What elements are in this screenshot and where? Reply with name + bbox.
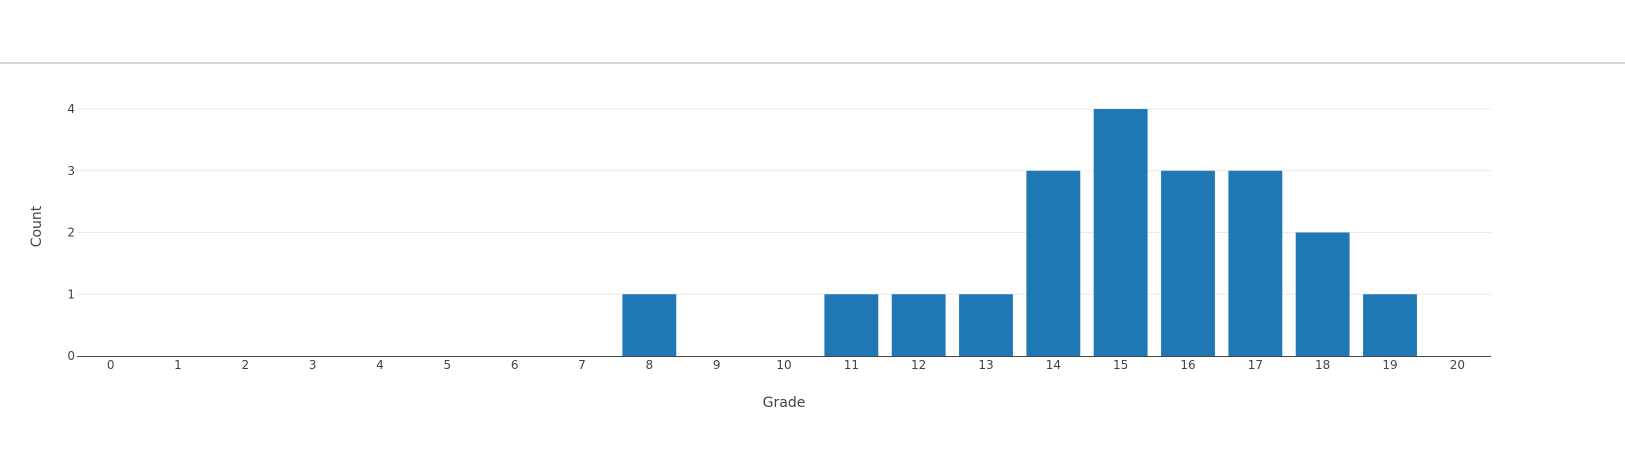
toolbar-area (0, 0, 1625, 62)
x-tick-label: 1 (174, 358, 182, 372)
y-axis-title: Count (29, 205, 45, 247)
bar-grade-17[interactable] (1228, 170, 1283, 356)
y-tick-label: 3 (67, 164, 75, 178)
x-tick-label: 7 (578, 358, 586, 372)
x-tick-label: 5 (444, 358, 452, 372)
x-tick-label: 11 (844, 358, 859, 372)
x-tick-label: 20 (1450, 358, 1465, 372)
x-axis-title: Grade (763, 395, 806, 411)
bar-grade-18[interactable] (1295, 232, 1350, 357)
x-tick-label: 16 (1180, 358, 1195, 372)
x-tick-label: 17 (1248, 358, 1263, 372)
bars (622, 109, 1417, 356)
bar-grade-8[interactable] (622, 294, 677, 356)
bar-grade-12[interactable] (891, 294, 946, 356)
x-tick-labels: 0 1 2 3 4 5 6 7 8 9 10 11 12 13 14 15 16 17 18 19 20 (107, 358, 1465, 372)
y-tick-labels: 0 1 2 3 4 (67, 102, 75, 363)
bar-grade-15[interactable] (1093, 109, 1148, 356)
x-tick-label: 0 (107, 358, 115, 372)
x-tick-label: 4 (376, 358, 384, 372)
x-tick-label: 2 (242, 358, 250, 372)
x-tick-label: 3 (309, 358, 317, 372)
x-tick-label: 12 (911, 358, 926, 372)
x-tick-label: 9 (713, 358, 721, 372)
x-tick-label: 14 (1046, 358, 1061, 372)
x-tick-label: 8 (646, 358, 654, 372)
bar-grade-19[interactable] (1363, 294, 1417, 356)
x-tick-label: 13 (978, 358, 993, 372)
bar-grade-14[interactable] (1026, 170, 1081, 356)
x-tick-label: 15 (1113, 358, 1128, 372)
header-divider (0, 62, 1625, 64)
bar-grade-16[interactable] (1161, 170, 1215, 356)
y-tick-label: 1 (67, 287, 75, 301)
y-tick-label: 4 (67, 102, 75, 116)
x-tick-label: 10 (776, 358, 791, 372)
x-tick-label: 6 (511, 358, 519, 372)
x-tick-label: 18 (1315, 358, 1330, 372)
y-tick-label: 2 (67, 226, 75, 240)
y-tick-label: 0 (67, 349, 75, 363)
x-tick-label: 19 (1382, 358, 1397, 372)
bar-grade-13[interactable] (959, 294, 1013, 356)
bar-grade-11[interactable] (824, 294, 879, 356)
